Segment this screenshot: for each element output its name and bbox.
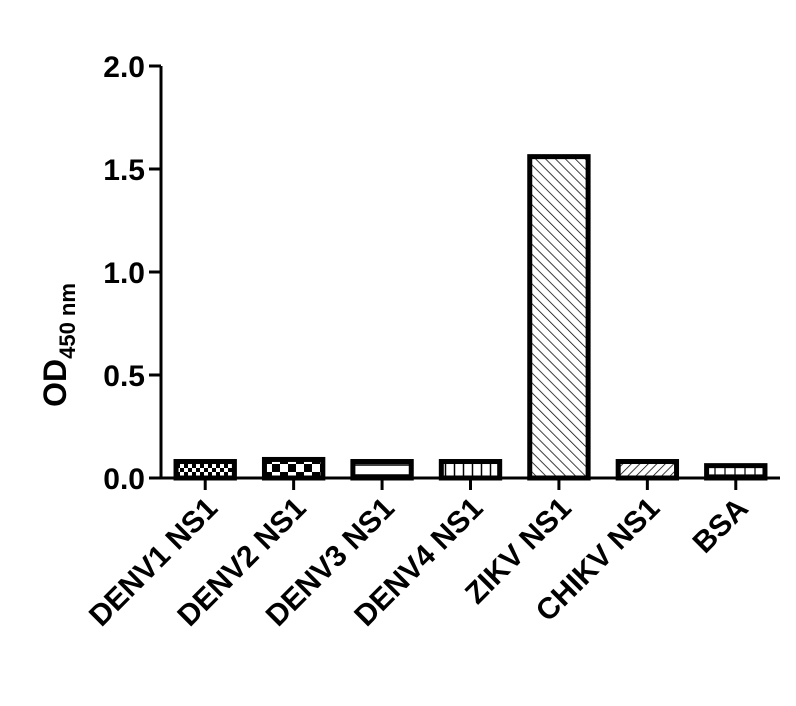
bar	[527, 154, 591, 481]
y-tick-label: 1.0	[103, 257, 145, 290]
y-tick-label: 0.5	[103, 360, 145, 393]
bar	[350, 459, 414, 481]
y-axis-title: OD450 nm	[37, 283, 80, 407]
bar	[438, 459, 503, 481]
y-tick-label: 2.0	[103, 51, 145, 84]
bar	[704, 463, 768, 481]
x-tick-label: BSA	[687, 492, 755, 560]
bar	[173, 459, 237, 481]
y-axis-title-subscript: 450 nm	[55, 283, 80, 359]
bars	[173, 154, 768, 481]
bar	[615, 459, 680, 481]
y-tick-label: 0.0	[103, 463, 145, 496]
bar	[261, 456, 326, 481]
y-axis: 0.0 0.5 1.0 1.5 2.0	[103, 51, 163, 496]
y-tick-label: 1.5	[103, 154, 145, 187]
y-axis-title-main: OD	[37, 359, 73, 407]
